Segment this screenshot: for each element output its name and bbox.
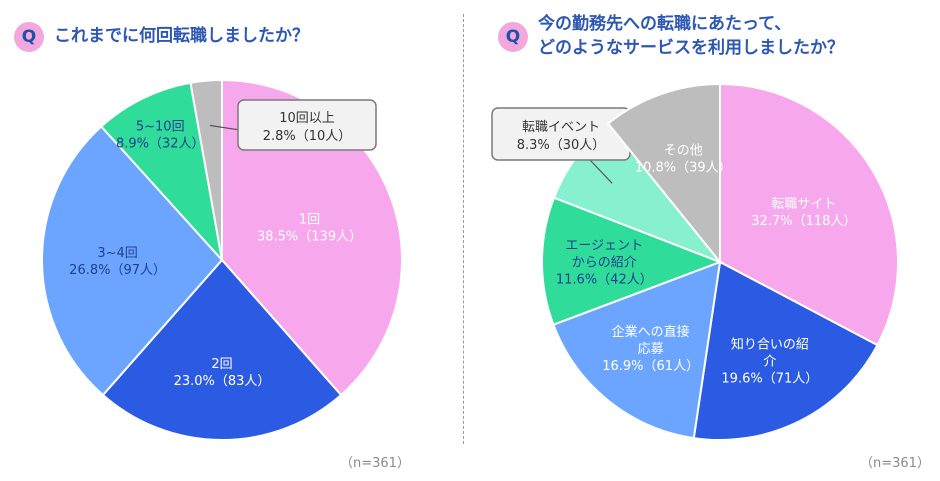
pie-slice-1: [101, 258, 343, 441]
slice-value-label: 32.7%（118人）: [751, 214, 856, 229]
slice-category-label: 応募: [638, 342, 664, 357]
callout-leader-line: [589, 159, 613, 184]
slice-value-label: 11.6%（42人）: [556, 272, 653, 287]
question-badge: Q: [498, 22, 528, 52]
slice-value-label: 26.8%（97人）: [69, 263, 166, 278]
left-chart-panel: Q これまでに何回転職しましたか？ 1回 38.5%（139人） 2回 23.0%（8…: [0, 0, 460, 481]
question-badge: Q: [14, 22, 44, 52]
slice-category-label: エージェント: [565, 238, 643, 253]
callout-leader-line: [210, 124, 241, 131]
question-title-line2: どのようなサービスを利用しましたか？: [538, 38, 844, 58]
panel-divider: [463, 14, 464, 444]
pie-slice-label-1: 2回 23.0%（83人）: [174, 357, 271, 389]
slice-value-label: 19.6%（71人）: [721, 371, 818, 386]
pie-slice-2: [41, 125, 224, 397]
slice-value-label: 8.9%（32人）: [116, 136, 205, 151]
slice-category-label: 2回: [211, 357, 232, 372]
slice-value-label: 38.5%（139人）: [257, 229, 362, 244]
pie-slice-0: [719, 82, 899, 347]
question-title: これまでに何回転職しましたか？: [54, 26, 309, 46]
pie-slice-label-4: 10回以上 2.8%（10人）: [237, 99, 377, 151]
slice-category-label: その他: [664, 143, 703, 158]
slice-value-label: 23.0%（83人）: [174, 374, 271, 389]
pie-slice-0: [221, 78, 403, 397]
slice-value-label: 2.8%（10人）: [263, 129, 352, 144]
slice-category-label: 1回: [299, 212, 320, 227]
callout-box: [237, 99, 377, 151]
slice-category-label: 知り合いの紹: [731, 336, 809, 352]
slice-category-label: 転職サイト: [771, 197, 836, 212]
pie-slice-label-4: 転職イベント 8.3%（30人）: [491, 107, 631, 161]
slice-category-label: からの紹介: [572, 255, 637, 270]
pie-slice-3: [99, 81, 224, 264]
pie-slice-label-3: 5~10回 8.9%（32人）: [116, 119, 205, 151]
pie-slice-2: [552, 260, 722, 440]
slice-value-label: 8.3%（30人）: [517, 138, 606, 153]
pie-slice-label-5: その他 10.8%（39人）: [635, 143, 732, 175]
slice-category-label: 転職イベント: [522, 120, 600, 135]
sample-size-label: （n=361）: [860, 456, 930, 471]
slice-category-label: 3~4回: [97, 246, 137, 261]
slice-value-label: 16.9%（61人）: [602, 359, 699, 374]
slice-category-label: 企業への直接: [612, 324, 690, 340]
pie-chart-left: 1回 38.5%（139人） 2回 23.0%（83人） 3~4回 26.8%（97人） 5…: [41, 78, 403, 441]
pie-slice-5: [606, 82, 721, 265]
right-chart-panel: Q 今の勤務先への転職にあたって、 どのようなサービスを利用しましたか？ 転職サ…: [470, 0, 940, 481]
sample-size-label: （n=361）: [340, 456, 410, 471]
slice-category-label: 10回以上: [279, 111, 335, 126]
slice-value-label: 10.8%（39人）: [635, 160, 732, 175]
pie-slice-label-0: 転職サイト 32.7%（118人）: [751, 197, 856, 229]
pie-slice-label-2: 3~4回 26.8%（97人）: [69, 246, 166, 278]
pie-slice-4: [189, 78, 223, 261]
pie-slice-3: [541, 196, 723, 327]
pie-slice-label-0: 1回 38.5%（139人）: [257, 212, 362, 244]
slice-category-label: 5~10回: [136, 119, 185, 134]
pie-slice-1: [692, 260, 879, 441]
slice-category-label: 介: [763, 354, 776, 369]
question-title-line1: 今の勤務先への転職にあたって、: [538, 14, 792, 34]
